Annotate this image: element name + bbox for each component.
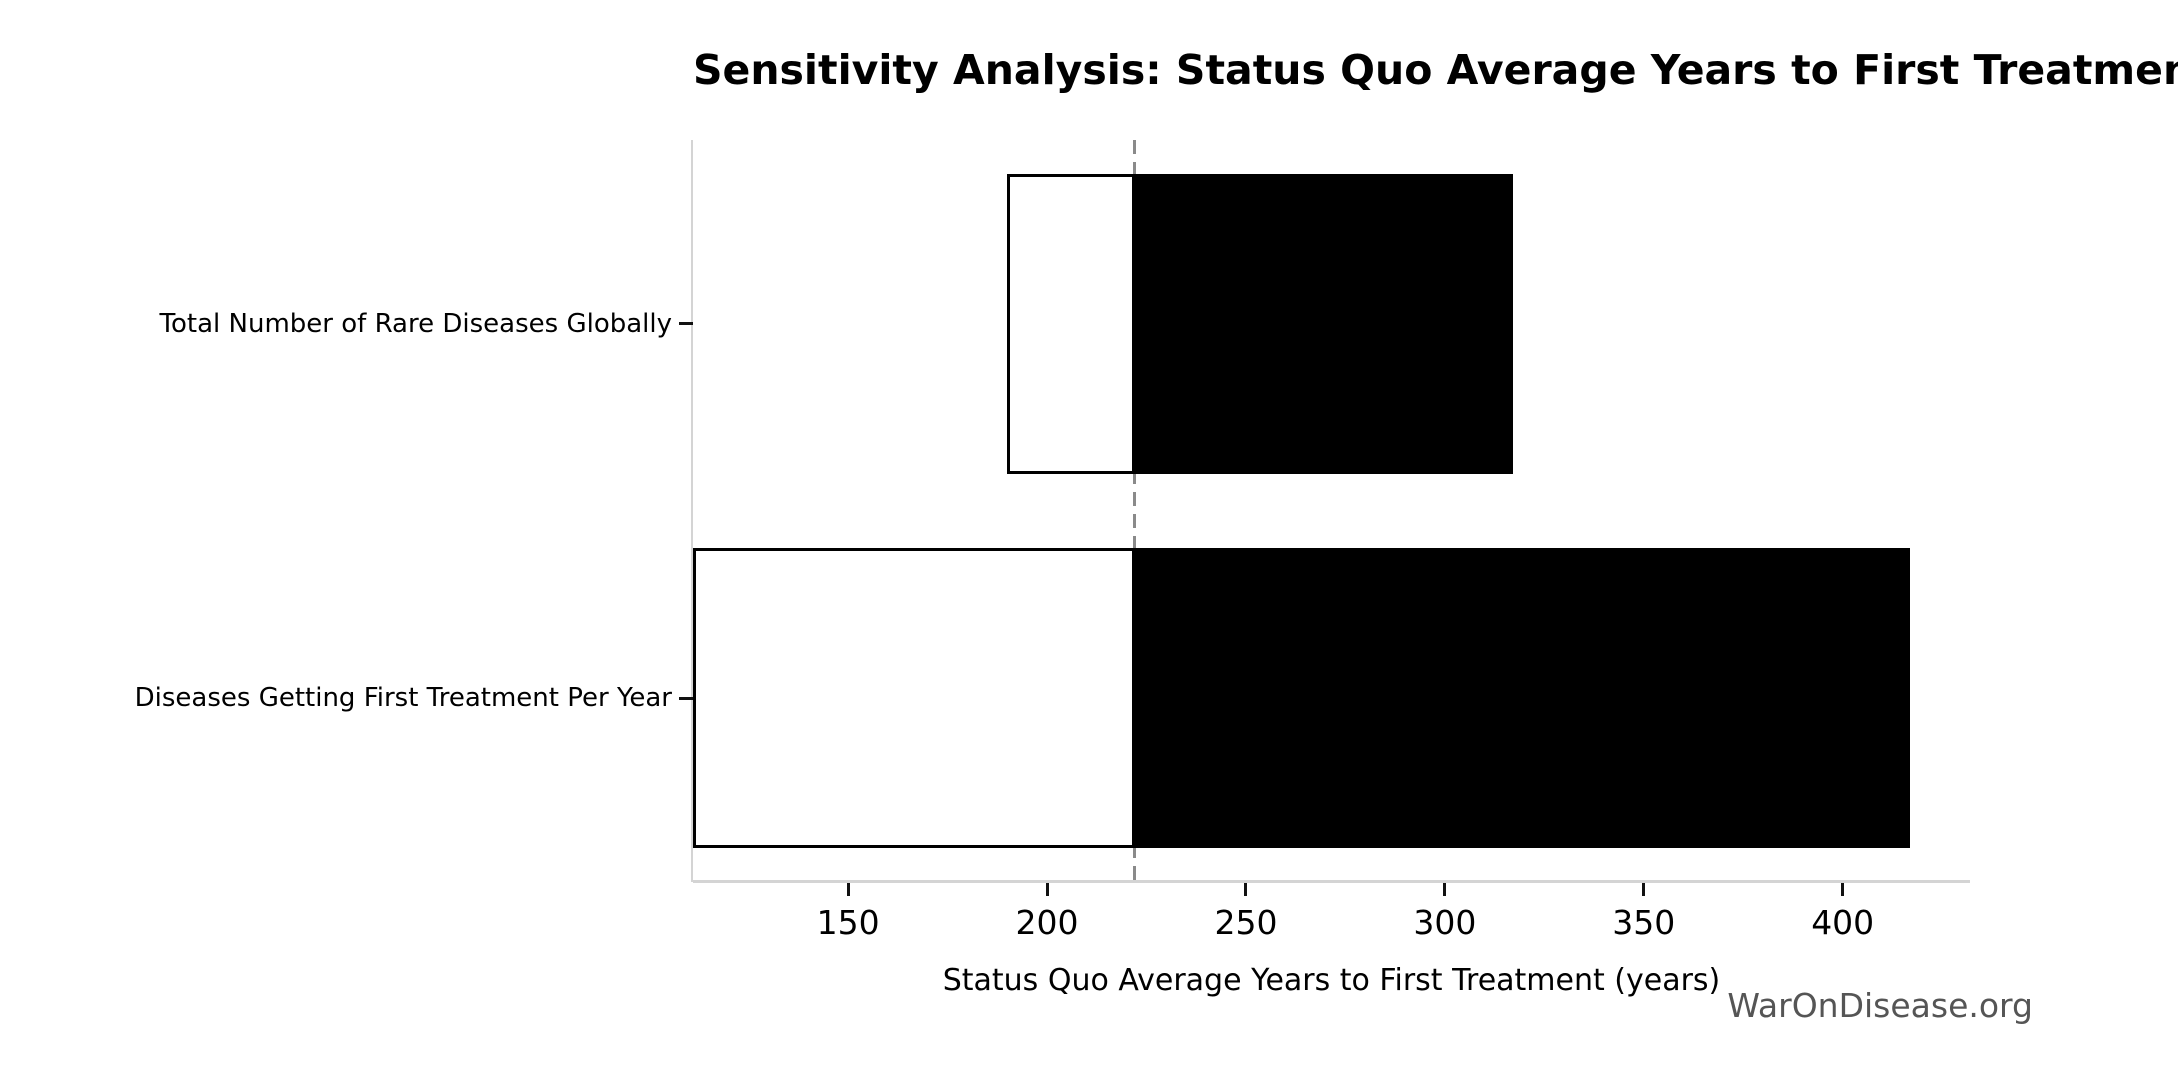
bar-high-segment (1134, 173, 1513, 474)
y-tick-mark (679, 322, 693, 326)
bar-low-segment (693, 548, 1135, 849)
y-tick-label: Total Number of Rare Diseases Globally (159, 308, 672, 339)
plot-area (691, 140, 1970, 883)
x-tick-label: 400 (1811, 903, 1875, 942)
y-axis-spine (691, 140, 693, 882)
y-tick-label: Diseases Getting First Treatment Per Yea… (134, 683, 672, 714)
bar-high-segment (1134, 548, 1911, 849)
x-axis-label: Status Quo Average Years to First Treatm… (942, 963, 1721, 998)
chart-title: Sensitivity Analysis: Status Quo Average… (693, 46, 2178, 94)
x-tick-label: 350 (1612, 903, 1676, 942)
x-tick-label: 150 (816, 903, 880, 942)
x-tick-label: 300 (1413, 903, 1477, 942)
x-tick-label: 250 (1214, 903, 1278, 942)
x-axis-spine (693, 880, 1970, 883)
x-tick-mark (1244, 883, 1248, 896)
x-tick-mark (1642, 883, 1646, 896)
baseline-dashed-line (1133, 140, 1137, 882)
x-tick-mark (1045, 883, 1049, 896)
x-tick-mark (846, 883, 850, 896)
watermark-text: WarOnDisease.org (1727, 986, 2033, 1025)
y-tick-mark (679, 696, 693, 700)
x-tick-mark (1443, 883, 1447, 896)
x-tick-label: 200 (1015, 903, 1079, 942)
bar-low-segment (1007, 173, 1135, 474)
x-tick-mark (1841, 883, 1845, 896)
